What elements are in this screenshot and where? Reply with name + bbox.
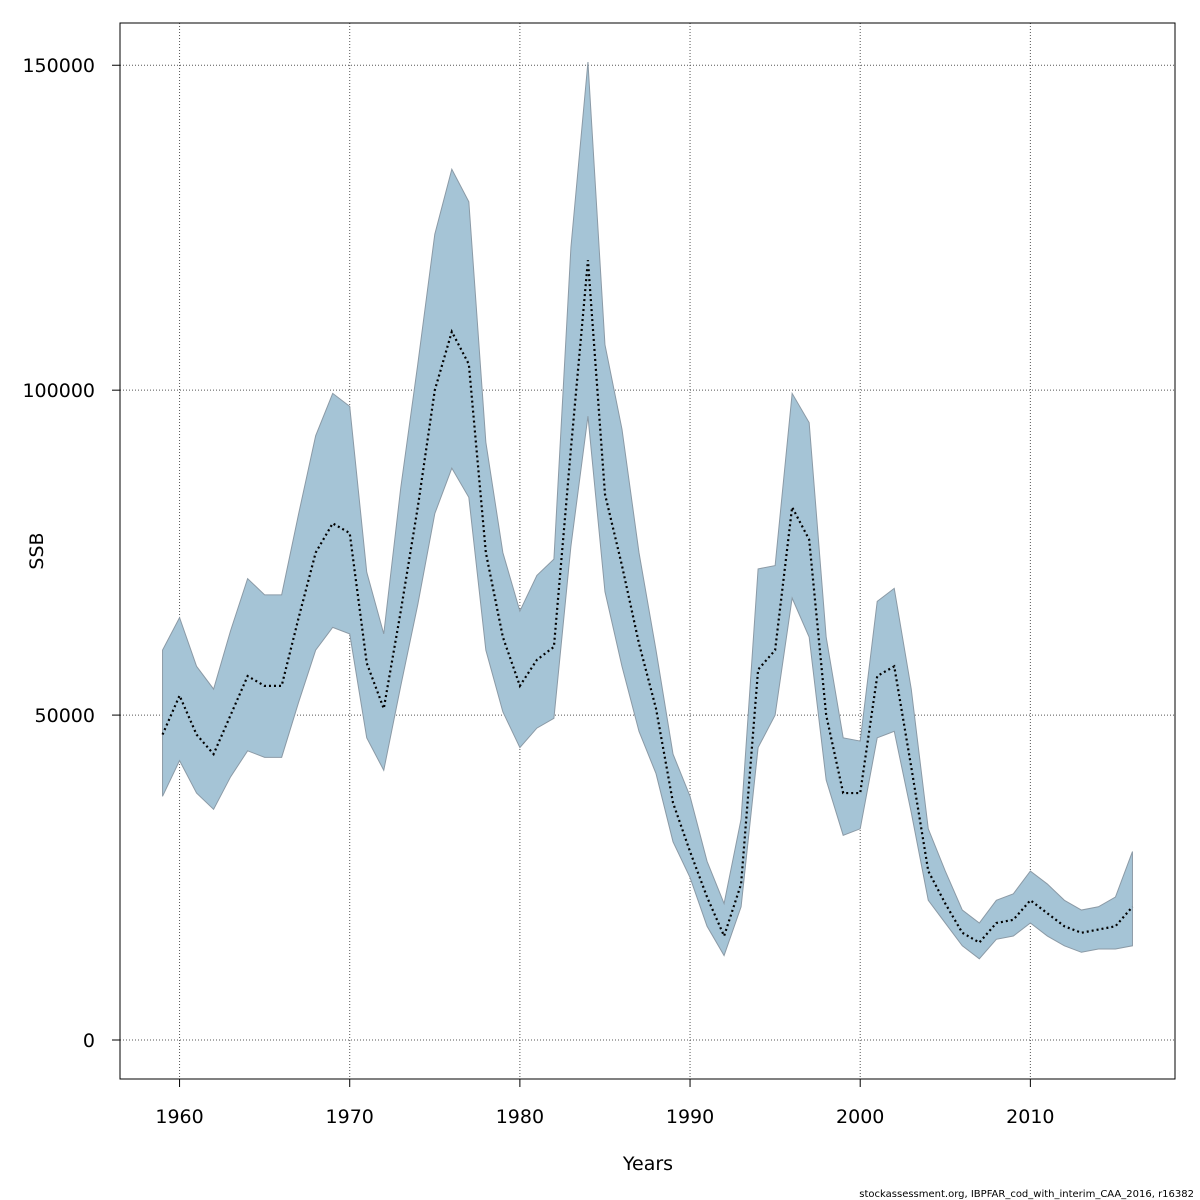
x-tick-label: 1980: [496, 1106, 544, 1128]
y-tick-label: 0: [83, 1030, 95, 1052]
x-tick-label: 2000: [836, 1106, 884, 1128]
x-tick-label: 1970: [326, 1106, 374, 1128]
x-tick-label: 2010: [1006, 1106, 1054, 1128]
x-tick-label: 1990: [666, 1106, 714, 1128]
confidence-band: [162, 61, 1133, 960]
y-axis-title: SSB: [26, 532, 48, 569]
y-axis: 0 50000 100000 150000: [22, 55, 120, 1052]
x-tick-label: 1960: [155, 1106, 203, 1128]
x-axis: 1960 1970 1980 1990 2000 2010: [155, 1079, 1055, 1128]
confidence-band-layer: [162, 61, 1133, 960]
x-axis-title: Years: [622, 1153, 673, 1175]
plot-frame: [119, 22, 1176, 1080]
footer-credit: stockassessment.org, IBPFAR_cod_with_int…: [859, 1189, 1194, 1200]
y-tick-label: 50000: [35, 705, 95, 727]
y-tick-label: 150000: [22, 55, 95, 77]
y-tick-label: 100000: [22, 380, 95, 402]
